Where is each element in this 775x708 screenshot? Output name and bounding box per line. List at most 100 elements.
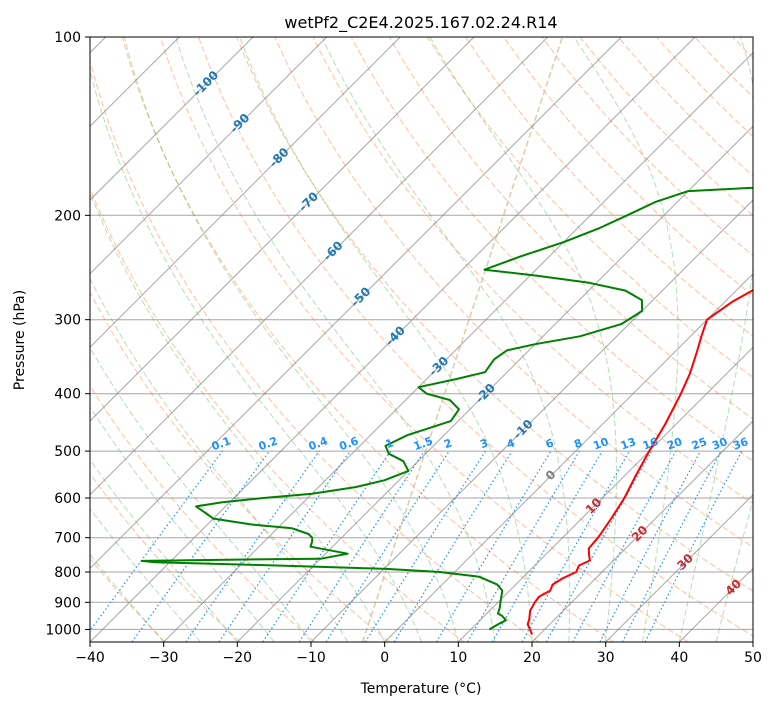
mixing-ratio-line (393, 450, 513, 642)
skewed-isotherm-line (310, 199, 753, 642)
y-tick-label: 100 (54, 30, 81, 46)
x-tick-label: 20 (523, 650, 541, 666)
moist-adiabat-line (90, 458, 238, 642)
dry-adiabat-line (465, 37, 753, 338)
profile-series (140, 186, 753, 635)
x-tick-label: −10 (296, 650, 326, 666)
grid-lines (90, 37, 753, 642)
mixing-ratio-label: 16 (641, 435, 660, 453)
skewed-isotherm-line (605, 493, 753, 642)
y-tick-label: 200 (54, 208, 81, 224)
skewed-isotherm-line (90, 37, 254, 201)
moist-adiabat-line (90, 277, 349, 642)
x-tick-label: −20 (223, 650, 253, 666)
mixing-ratio-label: 25 (690, 435, 709, 452)
mixing-ratio-line (521, 450, 631, 642)
mixing-ratio-label: 20 (665, 435, 684, 453)
moist-adiabat-line (90, 507, 201, 642)
mixing-ratio-label: 0.4 (307, 434, 330, 453)
moist-adiabat-line (678, 37, 753, 642)
mixing-ratio-label: 6 (544, 436, 556, 451)
dry-adiabat-line (388, 37, 753, 420)
skewed-isotherm-line (384, 272, 753, 642)
mixing-ratio-label: 1 (384, 436, 396, 451)
skewed-isotherm-line (90, 37, 622, 570)
mixing-ratio-label: 2 (442, 436, 454, 451)
mixing-ratio-label: 13 (619, 435, 638, 452)
mixing-ratio-label: 0.2 (257, 434, 280, 453)
y-tick-label: 500 (54, 444, 81, 460)
moist-adiabat-line (321, 37, 571, 642)
chart-title: wetPf2_C2E4.2025.167.02.24.R14 (284, 13, 557, 33)
mixing-ratio-label: 30 (710, 435, 729, 453)
axis-ticks: −40 −30 −20 −10 0 10 20 30 40 5010020030040050060… (45, 30, 762, 666)
y-tick-label: 900 (54, 595, 81, 611)
skewed-isotherm-line (90, 37, 475, 422)
dry-adiabat-line (350, 37, 753, 462)
moist-adiabat-line (90, 68, 422, 642)
y-tick-label: 1000 (45, 622, 81, 638)
temperature-line (526, 288, 753, 635)
background-reference-lines (90, 37, 753, 642)
skewed-isotherm-line (90, 37, 549, 496)
mixing-ratio-label: 4 (505, 436, 517, 451)
skewed-isotherm-line (457, 346, 753, 642)
mixing-ratio-line (262, 450, 392, 642)
moist-adiabat-line (90, 553, 165, 642)
dry-adiabat-line (274, 37, 753, 548)
mixing-ratio-label: 0.1 (210, 434, 233, 453)
mixing-ratio-label: 0.6 (338, 434, 361, 453)
dry-adiabat-line (312, 37, 753, 505)
dry-adiabat-line (90, 384, 316, 642)
skewed-isotherm-line (90, 37, 696, 642)
tan-reference-curve (361, 37, 564, 642)
x-tick-label: 0 (380, 650, 389, 666)
mixing-ratio-label: 36 (731, 435, 750, 453)
skewed-isotherm-line (163, 51, 753, 642)
mixing-ratio-label: 10 (591, 435, 610, 453)
skewed-isotherm-line (236, 125, 753, 642)
mixing-ratio-line (644, 450, 743, 642)
x-axis-label: Temperature (°C) (360, 681, 482, 697)
y-tick-label: 700 (54, 531, 81, 547)
mixing-ratio-line (325, 450, 450, 642)
skewed-isotherm-line (90, 37, 401, 349)
mixing-ratio-line (185, 450, 320, 642)
x-tick-label: 30 (597, 650, 615, 666)
moist-adiabat-line (239, 37, 533, 642)
x-tick-label: 50 (744, 650, 762, 666)
moist-adiabat-line (90, 405, 275, 642)
mixing-ratio-line (90, 450, 223, 632)
mixing-ratio-label: 1.5 (412, 434, 435, 453)
x-tick-label: −30 (149, 650, 179, 666)
dry-adiabat-line (159, 37, 689, 642)
dry-adiabat-line (90, 186, 465, 642)
mixing-ratio-line (218, 450, 351, 642)
dry-adiabat-line (90, 291, 390, 642)
plot-frame (89, 36, 754, 643)
mixing-ratio-line (572, 450, 677, 642)
moist-adiabat-line (573, 37, 679, 642)
dewpoint-line (140, 186, 753, 631)
mixing-ratio-line (298, 450, 425, 642)
y-tick-label: 400 (54, 387, 81, 403)
x-tick-label: 10 (449, 650, 467, 666)
x-tick-label: 40 (670, 650, 688, 666)
skewed-isotherm-line (90, 37, 328, 275)
moist-adiabat-line (175, 37, 496, 642)
dry-adiabat-line (90, 472, 241, 642)
x-tick-label: −40 (75, 650, 105, 666)
skewed-isotherm-line (531, 420, 753, 642)
y-axis-label: Pressure (hPa) (12, 290, 28, 390)
mixing-ratio-label: 8 (572, 436, 584, 451)
y-tick-label: 800 (54, 565, 81, 581)
moist-adiabat-line (90, 191, 386, 642)
mixing-ratio-label: 3 (478, 436, 490, 451)
y-tick-label: 300 (54, 313, 81, 329)
y-tick-label: 600 (54, 491, 81, 507)
dry-adiabat-line (90, 557, 166, 642)
dry-adiabat-line (503, 37, 753, 297)
moist-adiabat-line (123, 37, 459, 642)
moist-adiabat-line (90, 346, 312, 642)
